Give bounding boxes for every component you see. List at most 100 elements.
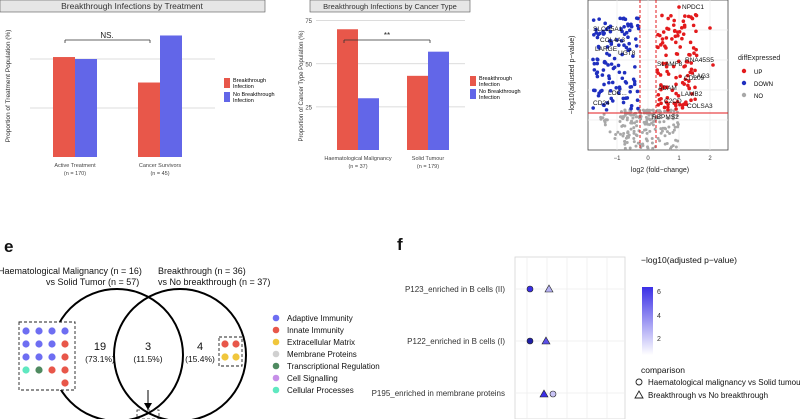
- point-up: [672, 29, 677, 33]
- point-no: [626, 130, 630, 134]
- point-no: [624, 136, 628, 140]
- point-up: [674, 51, 679, 56]
- point-up: [687, 86, 692, 91]
- x-tick-labels: −1 0 1 2: [614, 156, 713, 162]
- point-up: [677, 5, 681, 9]
- chart-title: Breakthrough Infections by Cancer Type: [323, 2, 457, 11]
- point-up: [708, 26, 712, 30]
- legend-label-triangle: Breakthrough vs No breakthrough: [648, 391, 768, 400]
- x-tick-label: Solid Tumour: [412, 156, 445, 162]
- point-no: [658, 139, 662, 143]
- point-down: [629, 84, 634, 89]
- point-up: [690, 71, 695, 75]
- point-down: [616, 63, 621, 68]
- point-no: [662, 120, 666, 124]
- point-no: [632, 136, 636, 140]
- point-up: [674, 40, 678, 45]
- point-down: [635, 23, 640, 28]
- point-breakthrough-vs-none: [539, 389, 549, 398]
- point-down: [607, 76, 612, 81]
- legend-label-no: NO: [754, 94, 763, 100]
- point-up: [658, 73, 663, 77]
- bar-breakthrough: [53, 57, 75, 157]
- point-up: [665, 85, 669, 89]
- bar-no-breakthrough: [75, 59, 97, 157]
- point-up: [673, 34, 678, 39]
- set-b-label-line1: Breakthrough (n = 36): [158, 266, 246, 276]
- gene-label: SLCO5A1: [593, 26, 623, 33]
- colorbar-tick-4: 4: [657, 313, 661, 320]
- point-down: [610, 80, 615, 85]
- bar-breakthrough: [337, 29, 358, 150]
- significance-label: NS.: [100, 31, 113, 40]
- point-up: [711, 63, 715, 67]
- x-tick-label: 0: [646, 156, 650, 162]
- point-down: [604, 27, 609, 32]
- point-down: [595, 74, 600, 79]
- point-no: [632, 126, 636, 130]
- point-up: [659, 101, 663, 106]
- point-no: [650, 141, 654, 145]
- x-tick-count: (n = 170): [64, 171, 86, 177]
- point-down: [624, 45, 629, 50]
- point-up: [664, 53, 668, 58]
- point-down: [627, 28, 632, 33]
- point-no: [668, 132, 672, 136]
- point-up: [661, 30, 666, 34]
- chart-title-strip: [309, 0, 471, 13]
- set-b-label-line2: vs No breakthrough (n = 37): [158, 277, 270, 287]
- legend-swatch-breakthrough: [470, 76, 476, 86]
- point-up: [678, 102, 682, 107]
- dot-adaptive-immunity: [22, 353, 30, 361]
- point-up: [655, 45, 660, 49]
- point-up: [665, 69, 669, 74]
- point-up: [680, 36, 684, 41]
- dot-adaptive-immunity: [35, 353, 43, 361]
- point-down: [591, 18, 596, 22]
- point-no: [616, 130, 620, 134]
- points: [526, 284, 557, 398]
- point-down: [624, 96, 628, 101]
- point-no: [632, 129, 636, 133]
- point-no: [669, 108, 673, 112]
- point-up: [661, 61, 665, 66]
- point-up: [686, 83, 690, 88]
- dot-innate-immunity: [48, 366, 56, 374]
- point-down: [636, 16, 640, 21]
- point-down: [597, 91, 601, 95]
- legend-marker-down: [741, 80, 747, 86]
- point-up: [681, 19, 686, 24]
- legend-label-down: DOWN: [754, 82, 773, 88]
- point-up: [680, 103, 685, 107]
- bar-breakthrough: [138, 82, 160, 157]
- region-right-percent: (15.4%): [185, 354, 215, 364]
- point-up: [674, 82, 678, 87]
- point-down: [596, 44, 601, 49]
- category-dots: [22, 327, 240, 387]
- point-no: [675, 114, 679, 118]
- point-no: [672, 123, 676, 127]
- point-up: [693, 68, 697, 73]
- point-no: [608, 130, 612, 134]
- region-right-count: 4: [197, 341, 203, 353]
- point-down: [601, 103, 606, 107]
- point-no: [629, 121, 633, 125]
- panel-venn-diagram: e Haematological Malignancy (n = 16) vs …: [0, 237, 380, 419]
- point-down: [619, 39, 624, 43]
- point-down: [592, 33, 596, 37]
- point-no: [650, 121, 654, 125]
- x-tick-label: 1: [677, 156, 681, 162]
- gene-label: CD24: [593, 100, 610, 107]
- point-no: [676, 125, 680, 129]
- point-down: [635, 89, 640, 94]
- point-down: [601, 68, 606, 72]
- point-no: [623, 113, 627, 117]
- point-no: [663, 109, 667, 113]
- legend: diffExpressed UP DOWN NO: [738, 55, 780, 100]
- point-no: [668, 147, 672, 151]
- y-axis-label: −log10(adjusted p−value): [569, 35, 576, 114]
- dot-adaptive-immunity: [22, 340, 30, 348]
- bar-no-breakthrough: [428, 51, 449, 150]
- point-down: [592, 61, 597, 66]
